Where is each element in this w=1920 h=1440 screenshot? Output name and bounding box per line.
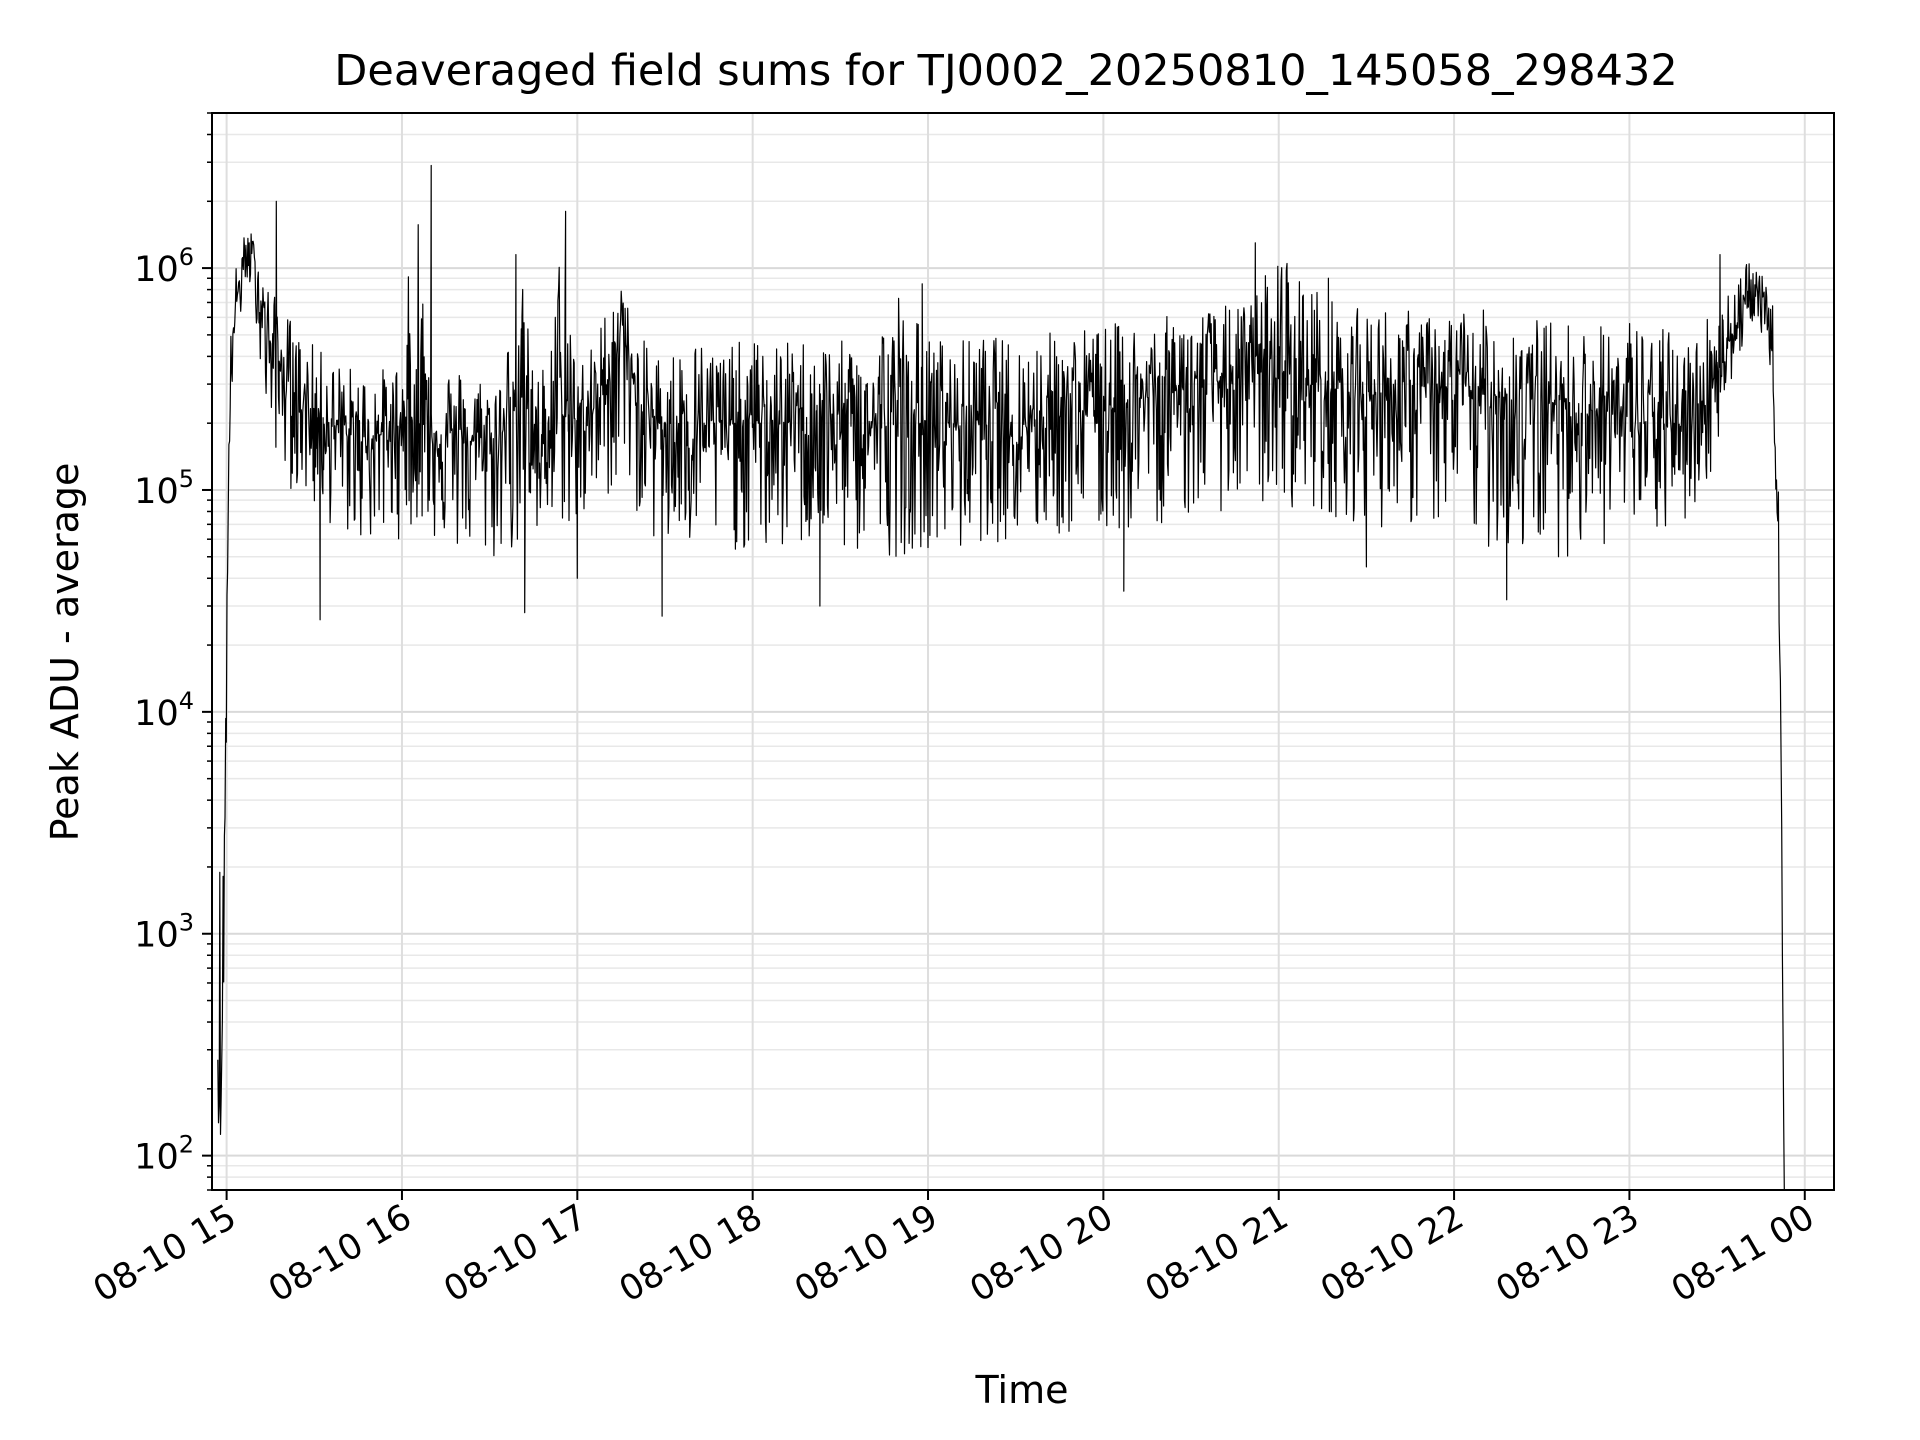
chart-title: Deaveraged field sums for TJ0002_2025081… — [334, 46, 1677, 96]
y-tick-label: 105 — [134, 465, 194, 512]
y-tick-label: 104 — [134, 687, 194, 734]
minor-gridlines — [212, 112, 1834, 1191]
plot-area — [217, 164, 1785, 1191]
y-axis-label: Peak ADU - average — [43, 463, 87, 842]
y-axis-ticks: 102 103 104 105 106 — [134, 112, 212, 1191]
y-tick-label: 106 — [134, 243, 194, 290]
series-line — [217, 164, 1785, 1191]
y-tick-label: 102 — [134, 1131, 194, 1178]
y-tick-label: 103 — [134, 909, 194, 956]
axes-frame — [211, 112, 1835, 1191]
x-axis-label: Time — [975, 1368, 1069, 1412]
